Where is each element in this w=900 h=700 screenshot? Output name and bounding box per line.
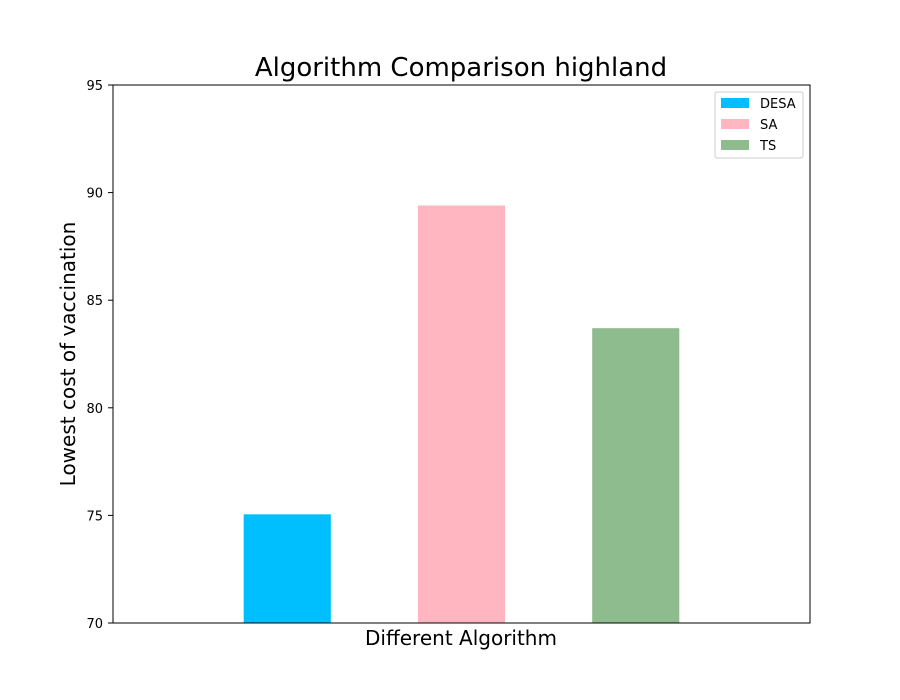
legend-swatch-desa [721, 98, 749, 108]
plot-area-frame [112, 84, 811, 624]
legend: DESA SA TS [714, 91, 804, 159]
y-tick-label: 90 [86, 187, 103, 202]
legend-label-desa: DESA [760, 97, 796, 112]
bar-ts [592, 328, 680, 623]
legend-label-sa: SA [760, 118, 777, 133]
y-axis-ticks: 70 75 80 85 90 95 [86, 79, 113, 632]
y-axis-label: Lowest cost of vaccination [56, 222, 80, 487]
bar-desa [243, 514, 331, 623]
y-tick-label: 85 [86, 294, 103, 309]
legend-swatch-ts [721, 140, 749, 150]
y-tick-label: 80 [86, 402, 103, 417]
legend-swatch-sa [721, 119, 749, 129]
chart-title: Algorithm Comparison highland [255, 53, 667, 83]
bar-sa [417, 205, 506, 623]
y-tick-label: 75 [86, 509, 103, 524]
y-tick-label: 70 [86, 617, 103, 632]
legend-label-ts: TS [759, 139, 776, 154]
y-tick-label: 95 [86, 79, 103, 94]
x-axis-label: Different Algorithm [365, 626, 557, 650]
bars [243, 205, 680, 623]
